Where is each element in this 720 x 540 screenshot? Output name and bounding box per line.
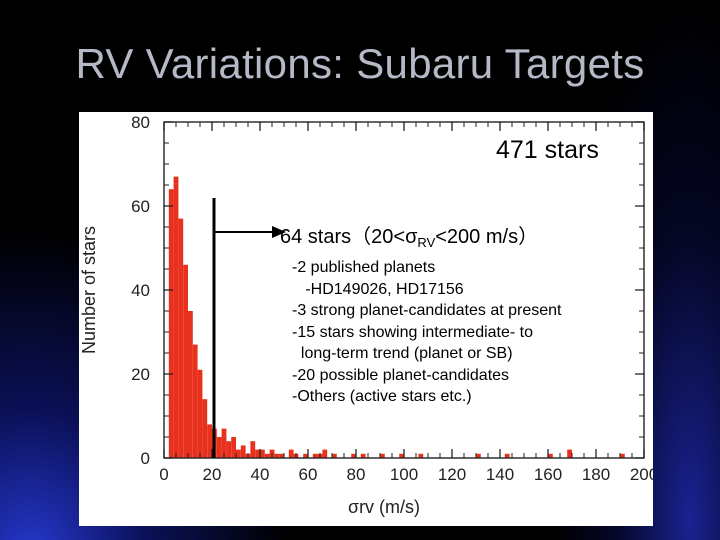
x-tick-label: 180 [582, 465, 610, 484]
histogram-bar [173, 176, 179, 458]
notes-list: -2 published planets -HD149026, HD17156 -… [292, 257, 562, 408]
histogram-bar [351, 453, 356, 458]
subset-label-subscript: RV [417, 235, 436, 250]
subset-label-suffix: <200 m/s） [435, 226, 539, 248]
histogram-bar [207, 424, 212, 458]
histogram-bar [322, 449, 328, 458]
x-tick-label: 140 [486, 465, 514, 484]
histogram-bar [168, 189, 174, 458]
histogram-bar [288, 449, 294, 458]
histogram-bar [236, 449, 241, 458]
note-line: -20 possible planet-candidates [292, 366, 510, 384]
histogram-bar [188, 311, 193, 458]
histogram-bar [221, 428, 227, 458]
histogram-figure: 0 20 40 60 80 100 120 140 160 180 200 0 20 40 60 80 Numb… [79, 112, 653, 526]
histogram-bar [504, 453, 510, 458]
histogram-bar [264, 453, 270, 458]
histogram-bar [360, 453, 366, 458]
histogram-bar [418, 453, 424, 458]
note-line: long-term trend (planet or SB) [292, 345, 513, 362]
x-tick-label: 40 [251, 465, 270, 484]
histogram-bar [231, 437, 236, 458]
note-line: -2 published planets [292, 259, 436, 276]
subset-label-prefix: 64 stars（20<σ [280, 226, 418, 248]
note-line: -HD149026, HD17156 [292, 280, 464, 298]
x-tick-label: 60 [299, 465, 318, 484]
histogram-bar [260, 449, 265, 458]
annotation-arrow-head [272, 226, 286, 238]
histogram-bar [380, 453, 385, 458]
note-line: -15 stars showing intermediate- to [292, 323, 533, 341]
histogram-bar [197, 369, 203, 458]
note-line: -3 strong planet-candidates at present [292, 302, 562, 319]
histogram-bar [274, 453, 280, 458]
histogram-bar [279, 453, 284, 458]
histogram-bar [183, 264, 188, 458]
histogram-bar [216, 437, 222, 458]
histogram-bar [226, 441, 232, 458]
histogram-bar [476, 453, 481, 458]
x-tick-label: 80 [347, 465, 366, 484]
histogram-bar [332, 453, 337, 458]
y-axis-label: Number of stars [79, 226, 99, 354]
histogram-bar [202, 399, 208, 458]
histogram-bar [255, 449, 260, 458]
histogram-bar [399, 453, 404, 458]
histogram-bar [250, 441, 256, 458]
x-axis-label: σrv (m/s) [348, 497, 420, 517]
x-tick-label: 0 [159, 465, 168, 484]
histogram-bar [548, 453, 553, 458]
histogram-bar [303, 453, 308, 458]
y-tick-label: 80 [131, 113, 150, 132]
histogram-chart: 0 20 40 60 80 100 120 140 160 180 200 0 20 40 60 80 Numb… [79, 113, 653, 517]
x-tick-label: 120 [438, 465, 466, 484]
x-tick-label: 200 [630, 465, 653, 484]
histogram-bar [178, 218, 184, 458]
y-tick-label: 60 [131, 197, 150, 216]
subset-stars-label: 64 stars（20<σRV<200 m/s） [280, 220, 538, 250]
histogram-bar [620, 453, 625, 458]
histogram-bar [240, 445, 246, 458]
x-tick-label: 160 [534, 465, 562, 484]
y-tick-label: 40 [131, 281, 150, 300]
x-tick-label: 20 [203, 465, 222, 484]
slide-title: RV Variations: Subaru Targets [75, 40, 645, 87]
histogram-bar [312, 453, 318, 458]
total-stars-label: 471 stars [496, 136, 599, 164]
y-tick-label: 0 [141, 449, 150, 468]
note-line: -Others (active stars etc.) [292, 388, 472, 405]
x-tick-label: 100 [390, 465, 418, 484]
y-tick-label: 20 [131, 365, 150, 384]
histogram-bar [567, 449, 572, 458]
histogram-bar [192, 344, 198, 458]
